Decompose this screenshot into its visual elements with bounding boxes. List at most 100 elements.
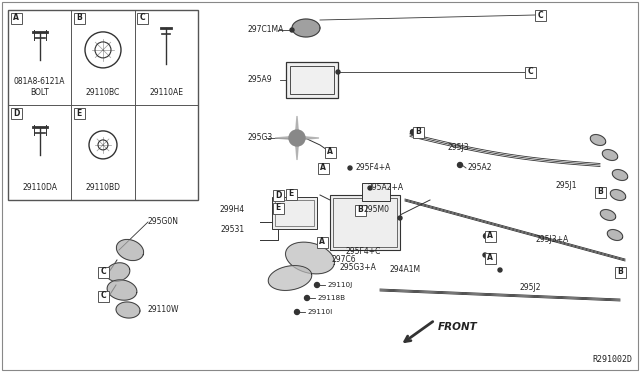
Bar — [330, 195, 400, 250]
Text: C: C — [100, 267, 106, 276]
Text: A: A — [327, 148, 333, 157]
Text: B: B — [357, 205, 363, 215]
Text: 29531: 29531 — [221, 225, 245, 234]
Text: A: A — [13, 13, 19, 22]
Text: 294A1M: 294A1M — [390, 266, 421, 275]
Bar — [273, 202, 284, 214]
Circle shape — [314, 282, 319, 288]
Text: 29110DA: 29110DA — [22, 183, 57, 192]
Circle shape — [290, 28, 294, 32]
Text: A: A — [487, 253, 493, 263]
Bar — [317, 163, 328, 173]
Text: 295M0: 295M0 — [364, 205, 390, 214]
Circle shape — [483, 234, 488, 238]
Polygon shape — [296, 116, 298, 133]
Text: C: C — [527, 67, 533, 77]
Bar — [97, 291, 109, 301]
Text: 29110J: 29110J — [327, 282, 352, 288]
Text: 295F4+A: 295F4+A — [355, 164, 390, 173]
Polygon shape — [116, 240, 143, 260]
Circle shape — [294, 310, 300, 314]
Circle shape — [498, 268, 502, 272]
Bar — [355, 205, 365, 215]
Text: C: C — [537, 10, 543, 19]
Circle shape — [336, 70, 340, 74]
Bar — [10, 13, 22, 23]
Polygon shape — [600, 209, 616, 221]
Bar — [137, 13, 148, 23]
Text: E: E — [275, 203, 280, 212]
Circle shape — [289, 130, 305, 146]
Bar — [74, 108, 85, 119]
Text: BOLT: BOLT — [30, 88, 49, 97]
Text: 29110BC: 29110BC — [86, 88, 120, 97]
Text: C: C — [100, 292, 106, 301]
Bar — [333, 198, 397, 247]
Text: 297C1MA: 297C1MA — [247, 26, 284, 35]
Text: C: C — [140, 13, 145, 22]
Text: E: E — [77, 109, 82, 118]
Text: 295F4+C: 295F4+C — [345, 247, 380, 257]
Bar — [285, 189, 296, 199]
Bar — [272, 197, 317, 229]
Bar — [275, 200, 314, 226]
Polygon shape — [296, 143, 298, 160]
Text: B: B — [76, 13, 82, 22]
Text: D: D — [275, 190, 281, 199]
Text: 297C6: 297C6 — [331, 256, 356, 264]
Text: E: E — [289, 189, 294, 199]
Text: 081A8-6121A: 081A8-6121A — [14, 77, 65, 86]
Bar — [10, 108, 22, 119]
Circle shape — [458, 163, 463, 167]
Text: B: B — [415, 128, 421, 137]
Polygon shape — [612, 170, 628, 180]
Circle shape — [411, 130, 415, 134]
Bar — [534, 10, 545, 20]
Text: 29110AE: 29110AE — [149, 88, 183, 97]
Text: 299H4: 299H4 — [220, 205, 245, 215]
Polygon shape — [602, 150, 618, 160]
Text: 295J2: 295J2 — [520, 283, 541, 292]
Bar — [273, 189, 284, 201]
Text: R291002D: R291002D — [592, 355, 632, 364]
Text: 295J3+A: 295J3+A — [535, 235, 568, 244]
Bar — [614, 266, 625, 278]
Text: A: A — [320, 164, 326, 173]
Polygon shape — [590, 135, 605, 145]
Bar — [484, 253, 495, 263]
Bar — [74, 13, 85, 23]
Bar — [8, 10, 198, 200]
Text: A: A — [319, 237, 325, 247]
Text: A: A — [487, 231, 493, 241]
Text: 295A2: 295A2 — [468, 164, 493, 173]
Text: 29110BD: 29110BD — [86, 183, 120, 192]
Text: 295J3: 295J3 — [448, 144, 470, 153]
Circle shape — [398, 216, 402, 220]
Text: 29118B: 29118B — [317, 295, 345, 301]
Polygon shape — [285, 242, 335, 274]
Bar — [362, 183, 390, 201]
Circle shape — [368, 186, 372, 190]
Polygon shape — [116, 302, 140, 318]
Polygon shape — [106, 263, 130, 281]
Text: D: D — [13, 109, 19, 118]
Text: B: B — [617, 267, 623, 276]
Bar — [286, 62, 338, 98]
Text: 295A2+A: 295A2+A — [368, 183, 404, 192]
Text: 29110I: 29110I — [307, 309, 332, 315]
Text: 295A9: 295A9 — [247, 76, 271, 84]
Bar — [324, 147, 335, 157]
Circle shape — [305, 295, 310, 301]
Polygon shape — [107, 280, 137, 300]
Text: FRONT: FRONT — [438, 322, 477, 332]
Polygon shape — [302, 137, 319, 140]
Polygon shape — [611, 190, 626, 201]
Bar — [525, 67, 536, 77]
Polygon shape — [268, 266, 312, 291]
Text: 29110W: 29110W — [148, 305, 179, 314]
Text: 295G3+A: 295G3+A — [340, 263, 377, 273]
Bar — [97, 266, 109, 278]
Polygon shape — [607, 230, 623, 240]
Text: 295G3: 295G3 — [247, 134, 272, 142]
Bar — [595, 186, 605, 198]
